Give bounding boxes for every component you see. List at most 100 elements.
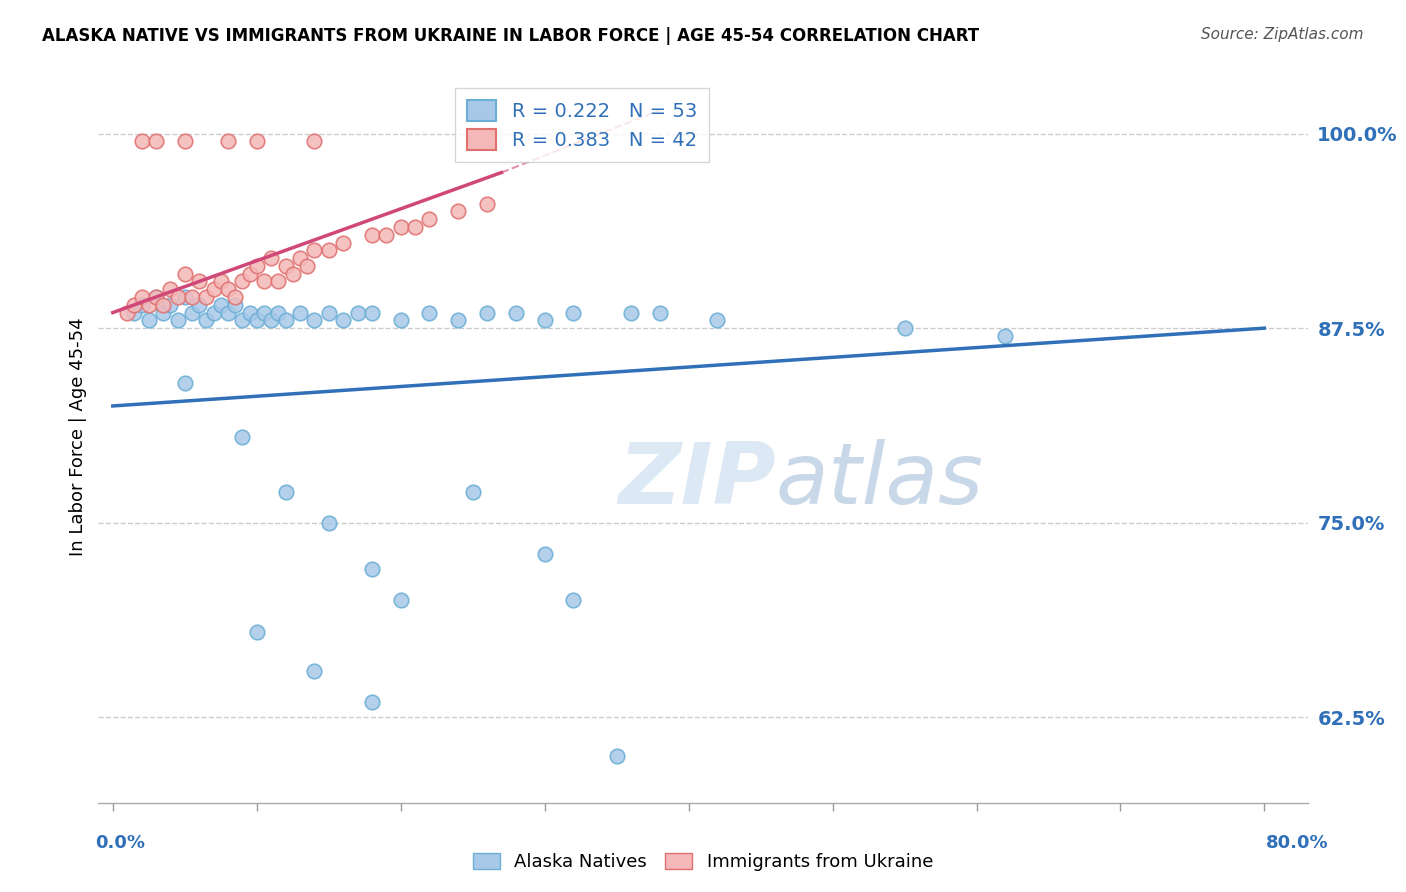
Point: [217, 282, 239, 296]
Point: [648, 305, 671, 319]
Point: [173, 376, 195, 390]
Point: [224, 298, 246, 312]
Point: [188, 275, 211, 289]
Point: [332, 235, 354, 250]
Point: [253, 275, 276, 289]
Point: [346, 305, 368, 319]
Point: [332, 313, 354, 327]
Point: [418, 305, 440, 319]
Point: [562, 593, 585, 607]
Point: [418, 212, 440, 227]
Point: [295, 259, 318, 273]
Point: [389, 313, 412, 327]
Legend: R = 0.222   N = 53, R = 0.383   N = 42: R = 0.222 N = 53, R = 0.383 N = 42: [456, 88, 709, 161]
Point: [706, 313, 728, 327]
Point: [304, 664, 326, 678]
Point: [361, 695, 384, 709]
Point: [389, 219, 412, 234]
Point: [562, 305, 585, 319]
Point: [166, 313, 188, 327]
Point: [217, 305, 239, 319]
Point: [145, 290, 167, 304]
Point: [281, 267, 304, 281]
Text: ALASKA NATIVE VS IMMIGRANTS FROM UKRAINE IN LABOR FORCE | AGE 45-54 CORRELATION : ALASKA NATIVE VS IMMIGRANTS FROM UKRAINE…: [42, 27, 980, 45]
Point: [131, 135, 153, 149]
Point: [202, 305, 225, 319]
Point: [209, 275, 232, 289]
Point: [152, 305, 174, 319]
Point: [260, 313, 283, 327]
Point: [115, 305, 138, 319]
Point: [246, 624, 269, 639]
Point: [173, 267, 195, 281]
Point: [124, 305, 146, 319]
Point: [447, 204, 470, 219]
Point: [209, 298, 232, 312]
Point: [404, 219, 426, 234]
Point: [288, 305, 311, 319]
Point: [361, 305, 384, 319]
Point: [181, 305, 204, 319]
Point: [304, 313, 326, 327]
Text: ZIP: ZIP: [617, 440, 776, 523]
Point: [124, 298, 146, 312]
Point: [138, 313, 160, 327]
Text: atlas: atlas: [776, 440, 984, 523]
Y-axis label: In Labor Force | Age 45-54: In Labor Force | Age 45-54: [69, 318, 87, 557]
Text: 80.0%: 80.0%: [1265, 834, 1329, 852]
Point: [138, 298, 160, 312]
Point: [173, 135, 195, 149]
Point: [253, 305, 276, 319]
Point: [145, 135, 167, 149]
Point: [239, 267, 262, 281]
Point: [288, 251, 311, 265]
Point: [274, 313, 297, 327]
Point: [239, 305, 262, 319]
Point: [475, 305, 498, 319]
Point: [475, 196, 498, 211]
Point: [145, 290, 167, 304]
Point: [188, 298, 211, 312]
Point: [267, 305, 290, 319]
Point: [361, 227, 384, 242]
Point: [159, 282, 181, 296]
Point: [231, 430, 253, 444]
Point: [533, 313, 555, 327]
Point: [447, 313, 470, 327]
Point: [217, 135, 239, 149]
Point: [318, 244, 340, 258]
Text: Source: ZipAtlas.com: Source: ZipAtlas.com: [1201, 27, 1364, 42]
Point: [318, 305, 340, 319]
Point: [375, 227, 398, 242]
Point: [274, 484, 297, 499]
Point: [304, 135, 326, 149]
Point: [461, 484, 484, 499]
Point: [304, 244, 326, 258]
Point: [195, 290, 218, 304]
Point: [389, 593, 412, 607]
Point: [231, 275, 253, 289]
Point: [159, 298, 181, 312]
Point: [202, 282, 225, 296]
Point: [152, 298, 174, 312]
Point: [533, 547, 555, 561]
Point: [246, 259, 269, 273]
Text: 0.0%: 0.0%: [96, 834, 146, 852]
Point: [318, 516, 340, 530]
Point: [224, 290, 246, 304]
Point: [620, 305, 643, 319]
Point: [994, 329, 1017, 343]
Point: [181, 290, 204, 304]
Point: [893, 321, 915, 335]
Point: [246, 135, 269, 149]
Legend: Alaska Natives, Immigrants from Ukraine: Alaska Natives, Immigrants from Ukraine: [465, 846, 941, 879]
Point: [131, 290, 153, 304]
Point: [173, 290, 195, 304]
Point: [606, 749, 628, 764]
Point: [505, 305, 527, 319]
Point: [260, 251, 283, 265]
Point: [166, 290, 188, 304]
Point: [361, 562, 384, 576]
Point: [131, 298, 153, 312]
Point: [246, 313, 269, 327]
